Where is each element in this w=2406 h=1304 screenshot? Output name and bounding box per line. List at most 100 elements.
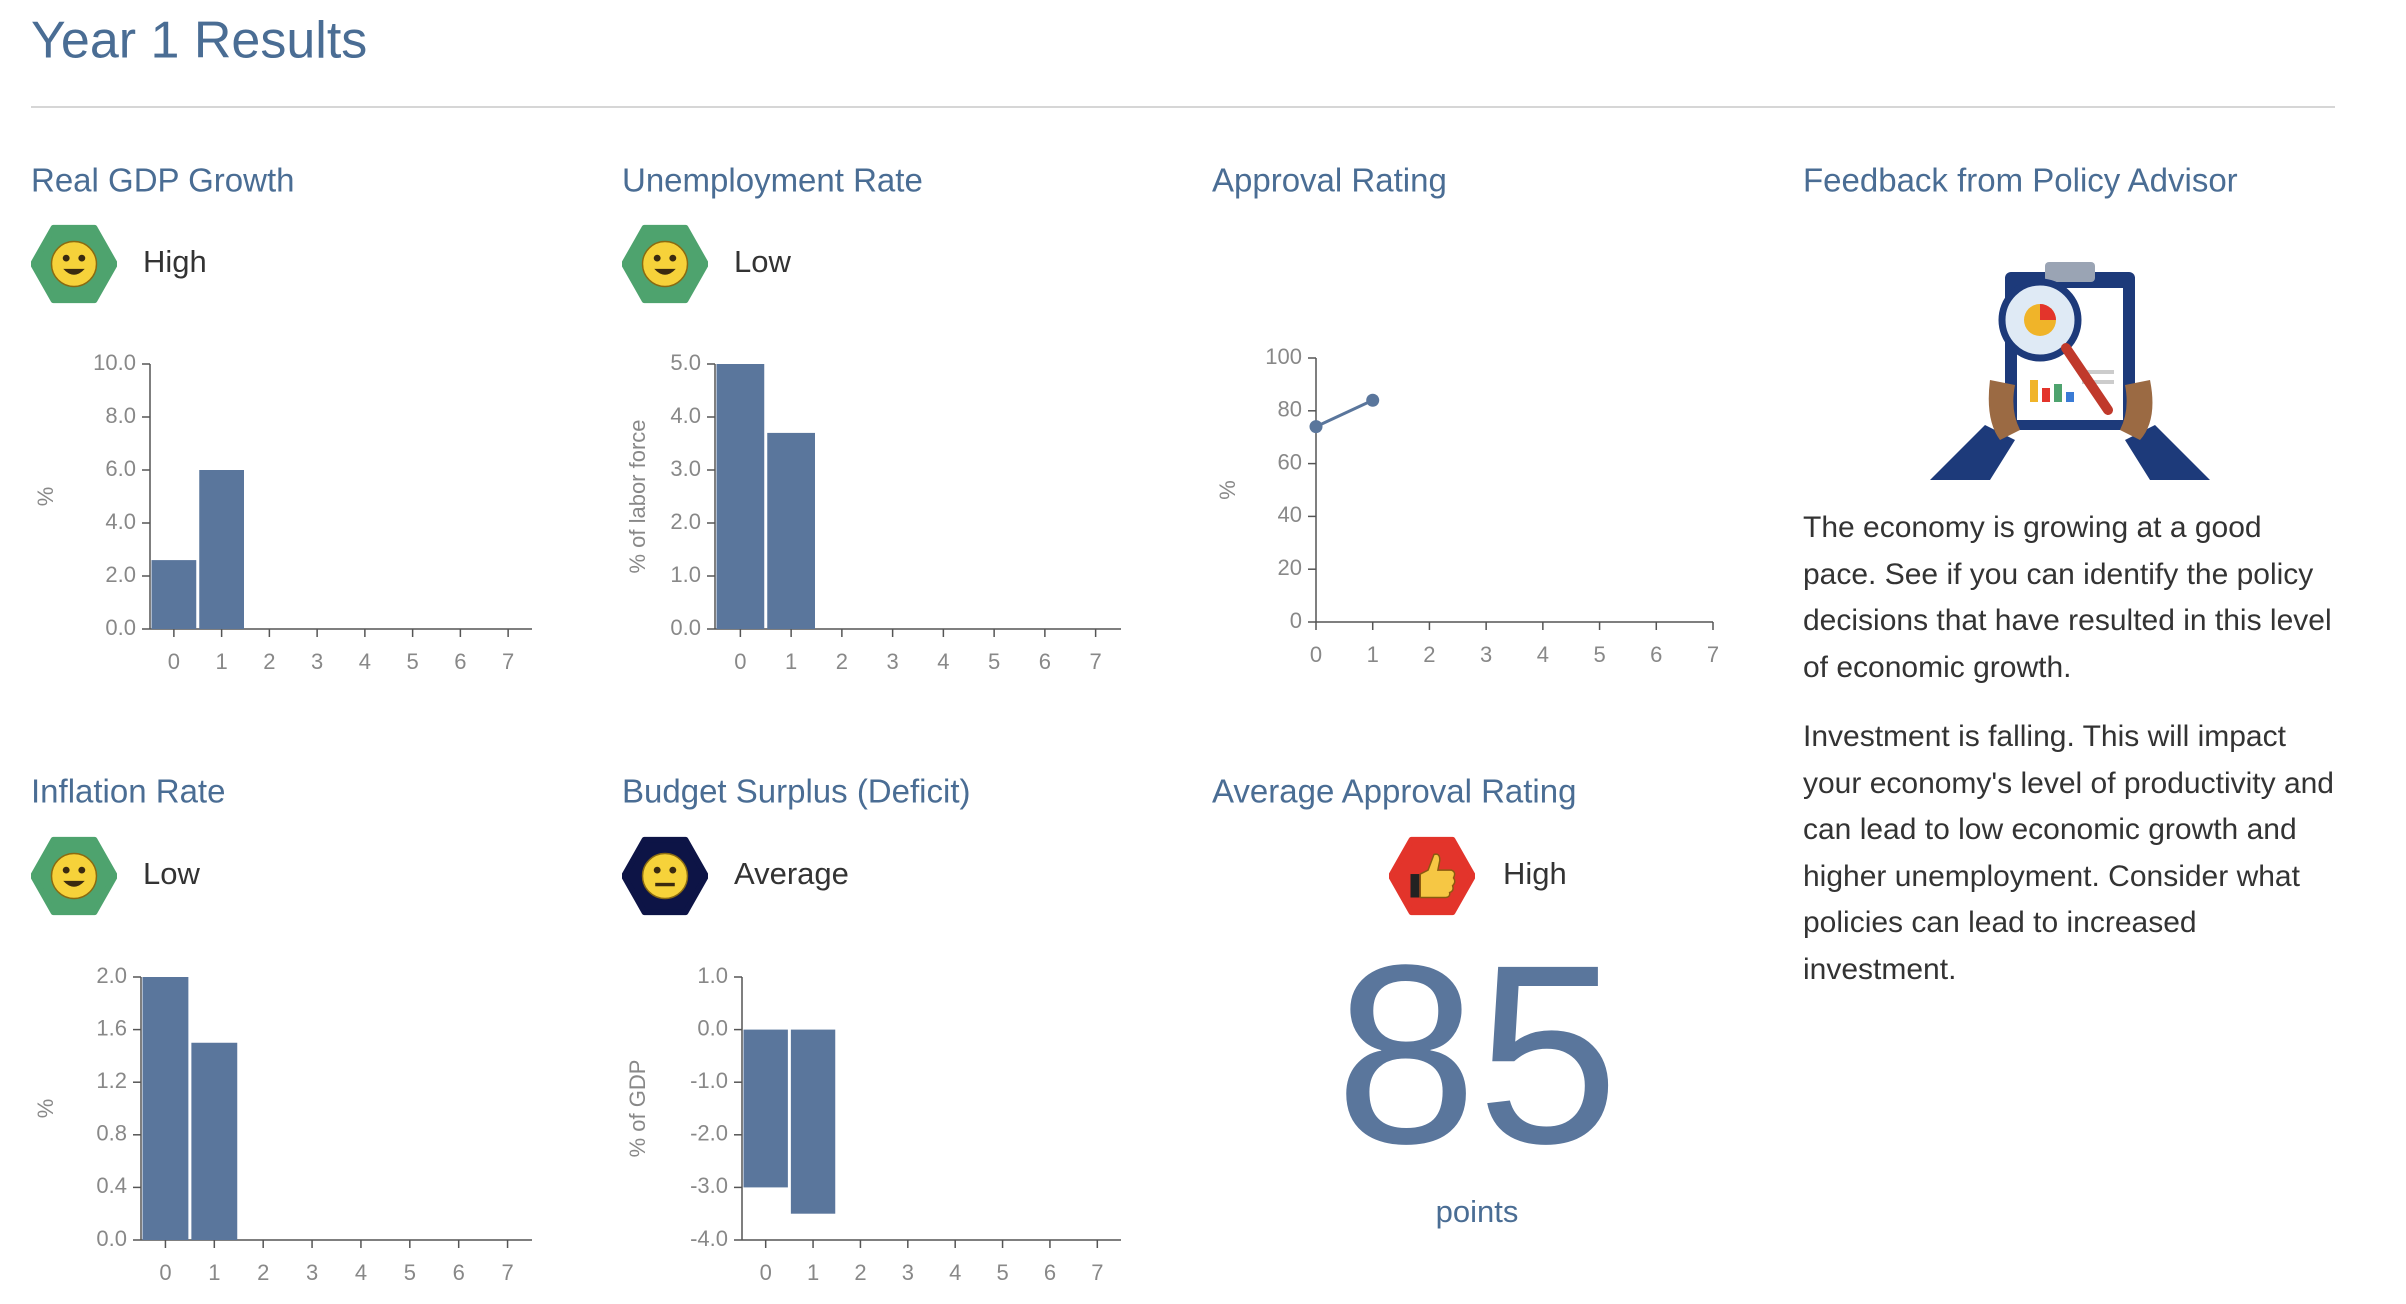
x-tick-label: 6 <box>454 649 466 674</box>
panel-title: Inflation Rate <box>31 773 225 810</box>
y-axis-label: % <box>1215 480 1240 500</box>
x-tick-label: 3 <box>1480 642 1492 667</box>
y-tick-label: 1.0 <box>697 963 728 988</box>
x-tick-label: 6 <box>1650 642 1662 667</box>
bar <box>767 432 815 629</box>
x-tick-label: 7 <box>1090 649 1102 674</box>
x-tick-label: 1 <box>208 1260 220 1285</box>
y-tick-label: 0.0 <box>96 1226 127 1251</box>
y-tick-label: 0.4 <box>96 1173 127 1198</box>
x-tick-label: 4 <box>1537 642 1549 667</box>
status-label: High <box>1503 856 1567 891</box>
x-tick-label: 2 <box>263 649 275 674</box>
status-icon <box>33 228 115 300</box>
x-tick-label: 0 <box>1310 642 1322 667</box>
y-tick-label: 2.0 <box>96 963 127 988</box>
x-tick-label: 0 <box>159 1260 171 1285</box>
feedback-paragraph: The economy is growing at a good pace. S… <box>1803 511 2332 684</box>
x-tick-label: 5 <box>404 1260 416 1285</box>
x-tick-label: 7 <box>502 649 514 674</box>
status-icon <box>624 840 706 912</box>
panel-title: Average Approval Rating <box>1212 773 1576 810</box>
x-tick-label: 5 <box>407 649 419 674</box>
bar <box>743 1029 788 1188</box>
panel-title: Real GDP Growth <box>31 162 294 199</box>
x-tick-label: 3 <box>887 649 899 674</box>
y-tick-label: 4.0 <box>670 403 701 428</box>
x-tick-label: 2 <box>854 1260 866 1285</box>
x-tick-label: 6 <box>1044 1260 1056 1285</box>
x-tick-label: 0 <box>734 649 746 674</box>
panel-title: Approval Rating <box>1212 162 1447 199</box>
panel-title: Unemployment Rate <box>622 162 923 199</box>
x-tick-label: 3 <box>311 649 323 674</box>
x-tick-label: 3 <box>902 1260 914 1285</box>
y-tick-label: 2.0 <box>670 509 701 534</box>
x-tick-label: 7 <box>1091 1260 1103 1285</box>
x-tick-label: 4 <box>949 1260 961 1285</box>
y-tick-label: 0.0 <box>670 615 701 640</box>
y-tick-label: 6.0 <box>105 456 136 481</box>
y-axis-label: % <box>33 1099 58 1119</box>
y-tick-label: 4.0 <box>105 509 136 534</box>
bar <box>199 470 244 629</box>
status-label: High <box>143 244 207 279</box>
y-tick-label: 100 <box>1265 344 1302 369</box>
y-tick-label: 0.0 <box>105 615 136 640</box>
y-axis-label: % <box>33 487 58 507</box>
y-tick-label: -3.0 <box>690 1173 728 1198</box>
y-tick-label: 5.0 <box>670 350 701 375</box>
bar <box>142 977 189 1240</box>
feedback-text: The economy is growing at a good pace. S… <box>1803 505 2343 1016</box>
average-score: 85 <box>1335 912 1619 1197</box>
panel-title: Budget Surplus (Deficit) <box>622 773 970 810</box>
x-tick-label: 5 <box>988 649 1000 674</box>
x-tick-label: 2 <box>257 1260 269 1285</box>
y-tick-label: 40 <box>1278 502 1302 527</box>
y-tick-label: 3.0 <box>670 456 701 481</box>
y-axis-label: % of GDP <box>625 1060 650 1158</box>
point <box>1309 420 1323 434</box>
status-icon <box>624 228 706 300</box>
y-tick-label: 1.2 <box>96 1068 127 1093</box>
x-tick-label: 5 <box>996 1260 1008 1285</box>
y-tick-label: -4.0 <box>690 1226 728 1251</box>
y-tick-label: 0 <box>1290 608 1302 633</box>
x-tick-label: 2 <box>836 649 848 674</box>
x-tick-label: 3 <box>306 1260 318 1285</box>
y-tick-label: 20 <box>1278 555 1302 580</box>
panel-title: Feedback from Policy Advisor <box>1803 162 2238 199</box>
x-tick-label: 6 <box>1039 649 1051 674</box>
status-icon <box>33 840 115 912</box>
feedback-paragraph: Investment is falling. This will impact … <box>1803 720 2334 986</box>
x-tick-label: 7 <box>501 1260 513 1285</box>
y-tick-label: 60 <box>1278 449 1302 474</box>
bar <box>191 1042 238 1240</box>
y-axis-label: % of labor force <box>625 419 650 573</box>
y-tick-label: 2.0 <box>105 562 136 587</box>
x-tick-label: 5 <box>1593 642 1605 667</box>
x-tick-label: 1 <box>216 649 228 674</box>
status-label: Low <box>143 856 200 891</box>
bar <box>151 560 197 629</box>
point <box>1366 393 1380 407</box>
y-tick-label: 0.8 <box>96 1121 127 1146</box>
x-tick-label: 1 <box>807 1260 819 1285</box>
y-tick-label: -1.0 <box>690 1068 728 1093</box>
bar <box>716 364 765 629</box>
status-label: Average <box>734 856 849 891</box>
x-tick-label: 4 <box>937 649 949 674</box>
x-tick-label: 6 <box>453 1260 465 1285</box>
bar <box>790 1029 836 1214</box>
y-tick-label: 8.0 <box>105 403 136 428</box>
status-icon <box>1391 840 1473 912</box>
x-tick-label: 0 <box>168 649 180 674</box>
score-unit: points <box>1436 1194 1519 1229</box>
x-tick-label: 1 <box>1367 642 1379 667</box>
x-tick-label: 4 <box>355 1260 367 1285</box>
x-tick-label: 2 <box>1423 642 1435 667</box>
x-tick-label: 0 <box>760 1260 772 1285</box>
y-tick-label: 1.6 <box>96 1015 127 1040</box>
